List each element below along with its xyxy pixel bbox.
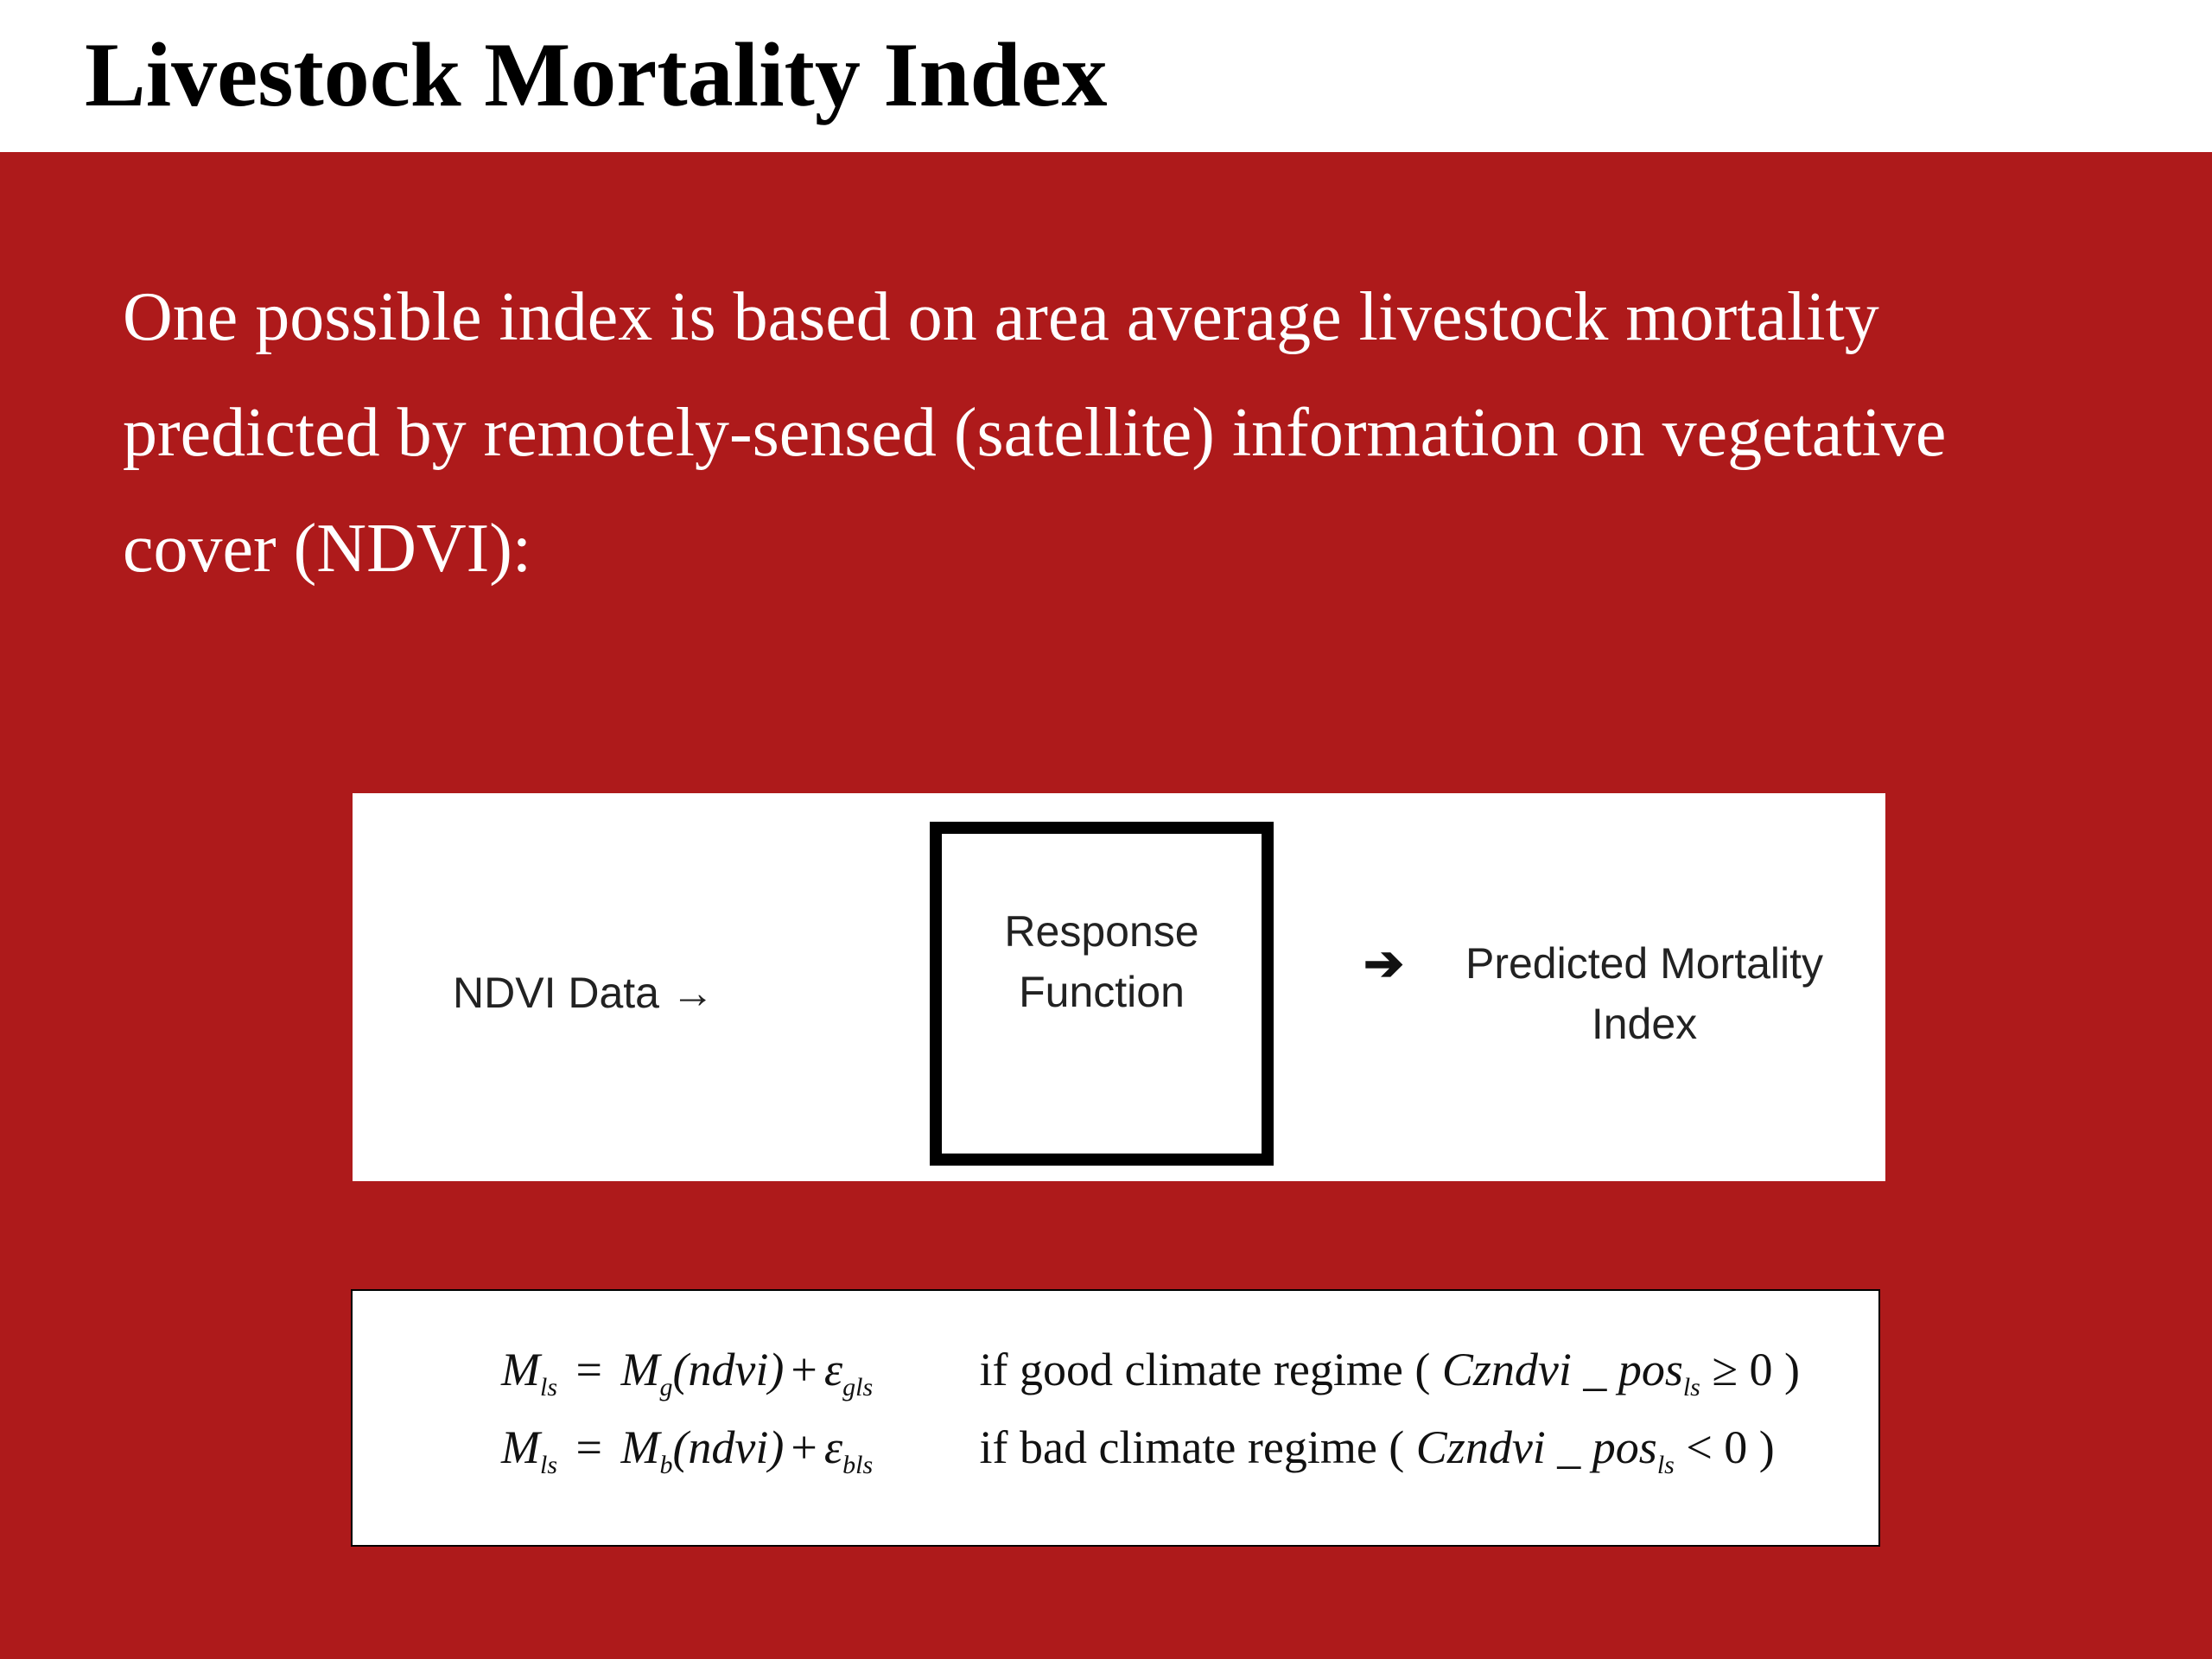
eq-plus: + xyxy=(791,1344,817,1395)
condition-text: if good climate regime xyxy=(979,1344,1403,1395)
response-function-box: Response Function xyxy=(930,822,1274,1166)
condition-var-sub: ls xyxy=(1656,1450,1675,1479)
eq-fn-sub: g xyxy=(659,1372,673,1402)
body-paragraph: One possible index is based on area aver… xyxy=(123,259,2136,607)
eq-equals: = xyxy=(575,1344,602,1395)
condition-text: if bad climate regime xyxy=(979,1421,1377,1473)
response-function-label: Response Function xyxy=(942,901,1262,1022)
eq-plus: + xyxy=(791,1421,817,1473)
condition-var-sub: ls xyxy=(1682,1372,1700,1402)
eq-arg: (ndvi) xyxy=(672,1421,785,1473)
condition-op: ≥ 0 xyxy=(1712,1344,1773,1395)
process-line: Function xyxy=(1019,968,1185,1016)
eq-err-sub: bls xyxy=(842,1450,874,1479)
eq-condition: if good climate regime ( Czndvi _ posls … xyxy=(979,1344,1800,1402)
eq-equals: = xyxy=(575,1421,602,1473)
condition-op: < 0 xyxy=(1686,1421,1748,1473)
input-label: NDVI Data xyxy=(453,969,659,1017)
eq-arg: (ndvi) xyxy=(672,1344,785,1395)
equation-good-regime: Mls = Mg(ndvi) + εgls if good climate regi… xyxy=(501,1343,1800,1402)
body-line: predicted by remotely-sensed (satellite)… xyxy=(123,395,1947,471)
eq-lhs: M xyxy=(501,1421,540,1473)
output-line: Index xyxy=(1591,1000,1698,1048)
eq-err: ε xyxy=(823,1344,843,1395)
input-node: NDVI Data → xyxy=(453,963,715,1023)
title-bar: Livestock Mortality Index xyxy=(0,0,2212,152)
flow-diagram: NDVI Data → Response Function ➔ Predicte… xyxy=(353,793,1885,1181)
eq-lhs: M xyxy=(501,1344,540,1395)
eq-lhs-sub: ls xyxy=(539,1450,557,1479)
eq-condition: if bad climate regime ( Czndvi _ posls <… xyxy=(979,1421,1775,1479)
bold-arrow-right-icon: ➔ xyxy=(1363,936,1404,990)
condition-var: Czndvi _ pos xyxy=(1441,1344,1683,1395)
output-line: Predicted Mortality xyxy=(1465,939,1824,988)
eq-fn-sub: b xyxy=(659,1450,673,1479)
slide-title: Livestock Mortality Index xyxy=(85,24,1108,125)
eq-err-sub: gls xyxy=(842,1372,874,1402)
eq-fn: M xyxy=(620,1421,660,1473)
formula-box: Mls = Mg(ndvi) + εgls if good climate regi… xyxy=(351,1289,1880,1547)
body-line: One possible index is based on area aver… xyxy=(123,279,1879,355)
body-line: cover (NDVI): xyxy=(123,511,532,587)
eq-err: ε xyxy=(823,1421,843,1473)
arrow-right-icon: → xyxy=(671,969,715,1017)
eq-lhs-sub: ls xyxy=(539,1372,557,1402)
output-label: Predicted Mortality Index xyxy=(1441,933,1847,1054)
equation-bad-regime: Mls = Mb(ndvi) + εbls if bad climate regim… xyxy=(501,1421,1775,1480)
eq-fn: M xyxy=(620,1344,660,1395)
process-line: Response xyxy=(1004,907,1199,956)
condition-var: Czndvi _ pos xyxy=(1415,1421,1657,1473)
